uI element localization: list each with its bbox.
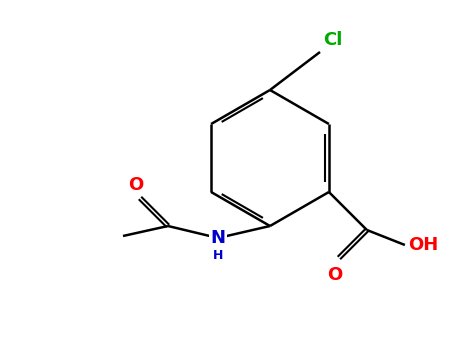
Text: OH: OH: [408, 236, 438, 254]
Text: H: H: [213, 249, 223, 262]
Text: Cl: Cl: [323, 31, 342, 49]
Text: N: N: [211, 229, 226, 247]
Text: O: O: [327, 266, 343, 284]
Text: O: O: [128, 176, 144, 194]
